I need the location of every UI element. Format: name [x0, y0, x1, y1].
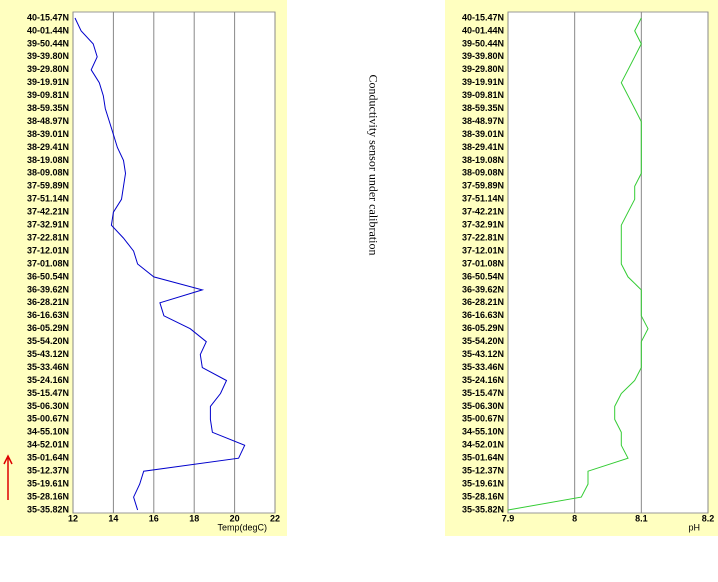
y-tick-label: 39-19.91N [27, 77, 69, 87]
x-tick-label: 20 [230, 513, 240, 523]
y-tick-label: 35-33.46N [27, 362, 69, 372]
x-axis-label: Temp(degC) [217, 522, 267, 532]
y-tick-label: 35-33.46N [462, 362, 504, 372]
y-tick-label: 35-12.37N [27, 466, 69, 476]
y-tick-label: 35-01.64N [27, 453, 69, 463]
y-tick-label: 34-52.01N [462, 440, 504, 450]
y-tick-label: 37-12.01N [462, 245, 504, 255]
data-line [74, 17, 246, 511]
y-tick-label: 35-19.61N [462, 478, 504, 488]
y-tick-label: 36-50.54N [462, 271, 504, 281]
y-tick-label: 35-43.12N [462, 349, 504, 359]
y-tick-label: 35-19.61N [27, 478, 69, 488]
plot-area [72, 11, 276, 514]
y-tick-label: 40-01.44N [462, 25, 504, 35]
y-tick-label: 37-42.21N [27, 207, 69, 217]
y-tick-label: 35-54.20N [27, 336, 69, 346]
y-tick-label: 37-22.81N [462, 232, 504, 242]
y-tick-label: 38-48.97N [27, 116, 69, 126]
y-tick-label: 36-16.63N [462, 310, 504, 320]
y-tick-label: 37-01.08N [462, 258, 504, 268]
y-tick-label: 36-50.54N [27, 271, 69, 281]
y-tick-label: 36-16.63N [27, 310, 69, 320]
y-tick-label: 37-59.89N [27, 181, 69, 191]
y-tick-label: 39-09.81N [462, 90, 504, 100]
y-tick-label: 38-59.35N [462, 103, 504, 113]
y-tick-label: 39-09.81N [27, 90, 69, 100]
x-tick-label: 8.1 [635, 513, 648, 523]
y-tick-label: 35-24.16N [27, 375, 69, 385]
x-tick-label: 16 [149, 513, 159, 523]
x-tick-label: 22 [270, 513, 280, 523]
y-tick-label: 35-06.30N [462, 401, 504, 411]
y-tick-label: 40-15.47N [462, 12, 504, 22]
y-tick-label: 37-32.91N [27, 220, 69, 230]
y-tick-label: 34-55.10N [462, 427, 504, 437]
x-axis-label: pH [688, 522, 700, 532]
x-tick-label: 18 [189, 513, 199, 523]
x-tick-label: 12 [68, 513, 78, 523]
y-tick-label: 39-29.80N [462, 64, 504, 74]
x-tick-label: 7.9 [502, 513, 515, 523]
y-tick-label: 37-51.14N [462, 194, 504, 204]
x-tick-label: 14 [108, 513, 118, 523]
x-tick-label: 8 [572, 513, 577, 523]
y-tick-label: 35-01.64N [462, 453, 504, 463]
y-tick-label: 36-39.62N [27, 284, 69, 294]
y-tick-label: 37-01.08N [27, 258, 69, 268]
y-tick-label: 39-39.80N [462, 51, 504, 61]
plot-area [507, 11, 709, 514]
y-tick-label: 35-24.16N [462, 375, 504, 385]
y-tick-label: 35-43.12N [27, 349, 69, 359]
y-tick-label: 35-35.82N [27, 504, 69, 514]
y-tick-label: 38-59.35N [27, 103, 69, 113]
y-tick-label: 37-59.89N [462, 181, 504, 191]
y-tick-label: 36-28.21N [27, 297, 69, 307]
y-tick-label: 38-09.08N [27, 168, 69, 178]
y-tick-label: 34-52.01N [27, 440, 69, 450]
arrow-head [3, 454, 13, 465]
y-tick-label: 38-09.08N [462, 168, 504, 178]
y-tick-label: 38-29.41N [462, 142, 504, 152]
y-tick-label: 37-22.81N [27, 232, 69, 242]
y-tick-label: 36-05.29N [462, 323, 504, 333]
y-tick-label: 34-55.10N [27, 427, 69, 437]
y-tick-label: 38-39.01N [462, 129, 504, 139]
y-tick-label: 37-12.01N [27, 245, 69, 255]
y-tick-label: 35-15.47N [27, 388, 69, 398]
y-tick-label: 39-19.91N [462, 77, 504, 87]
y-tick-label: 35-00.67N [462, 414, 504, 424]
y-tick-label: 35-28.16N [462, 491, 504, 501]
y-tick-label: 37-51.14N [27, 194, 69, 204]
y-tick-label: 36-28.21N [462, 297, 504, 307]
data-line [507, 17, 649, 511]
y-tick-label: 35-35.82N [462, 504, 504, 514]
y-tick-label: 38-19.08N [462, 155, 504, 165]
y-tick-label: 38-39.01N [27, 129, 69, 139]
y-tick-label: 36-05.29N [27, 323, 69, 333]
y-tick-label: 40-01.44N [27, 25, 69, 35]
y-tick-label: 35-06.30N [27, 401, 69, 411]
y-tick-label: 40-15.47N [27, 12, 69, 22]
y-tick-label: 38-29.41N [27, 142, 69, 152]
y-tick-label: 37-32.91N [462, 220, 504, 230]
y-tick-label: 39-50.44N [27, 38, 69, 48]
y-tick-label: 39-29.80N [27, 64, 69, 74]
y-tick-label: 35-28.16N [27, 491, 69, 501]
y-tick-label: 35-00.67N [27, 414, 69, 424]
y-tick-label: 39-50.44N [462, 38, 504, 48]
x-tick-label: 8.2 [702, 513, 715, 523]
y-tick-label: 36-39.62N [462, 284, 504, 294]
y-tick-label: 39-39.80N [27, 51, 69, 61]
y-tick-label: 37-42.21N [462, 207, 504, 217]
y-tick-label: 38-19.08N [27, 155, 69, 165]
y-tick-label: 35-15.47N [462, 388, 504, 398]
y-tick-label: 35-12.37N [462, 466, 504, 476]
annotation: Conductivity sensor under calibration [366, 75, 380, 256]
y-tick-label: 35-54.20N [462, 336, 504, 346]
y-tick-label: 38-48.97N [462, 116, 504, 126]
